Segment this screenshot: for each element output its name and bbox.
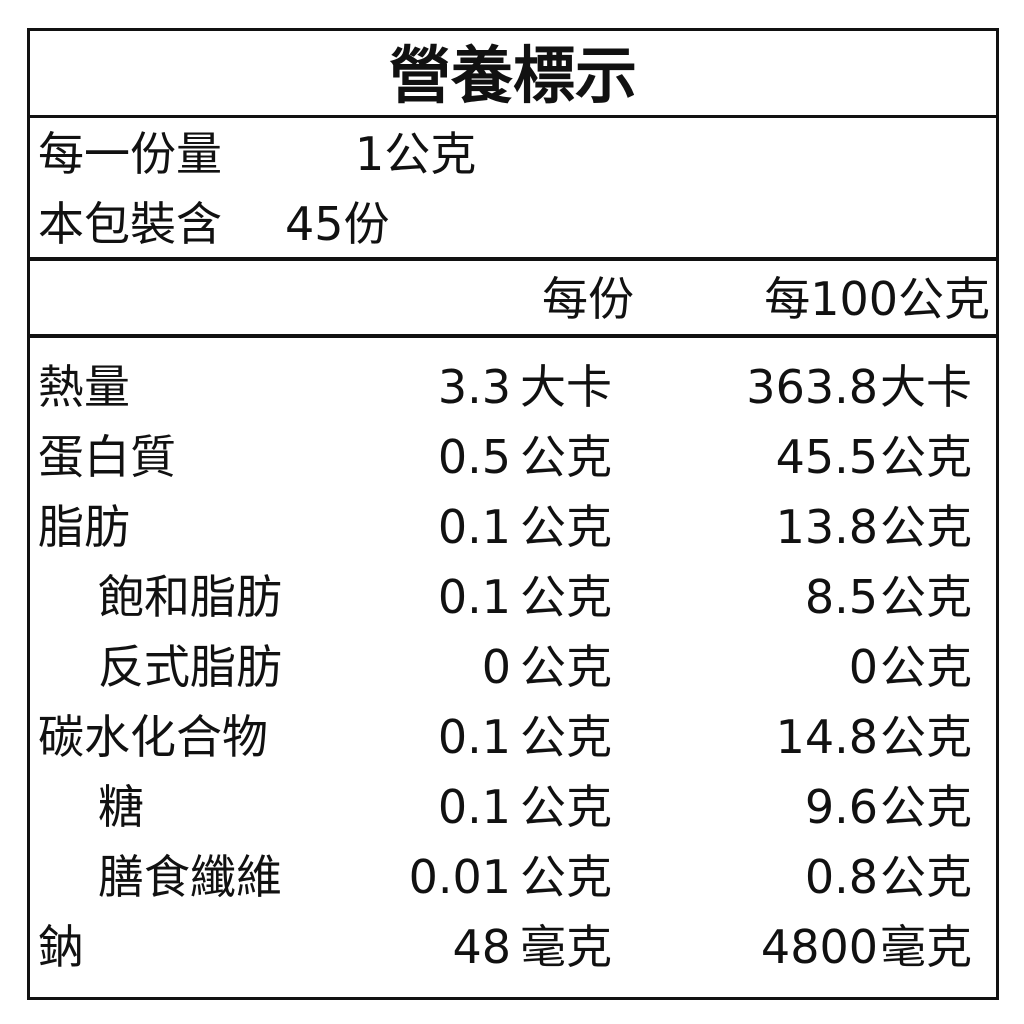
nutrient-name: 飽和脂肪 — [98, 570, 282, 624]
nutrient-name: 糖 — [98, 780, 144, 834]
nutrient-name: 膳食纖維 — [98, 850, 282, 904]
nutrient-name: 熱量 — [38, 360, 130, 414]
per-serving-unit: 公克 — [520, 780, 612, 834]
per-100g-value: 14.8 — [775, 710, 878, 764]
per-100g-unit: 公克 — [880, 430, 972, 484]
per-100g-unit: 公克 — [880, 710, 972, 764]
per-serving-unit: 大卡 — [520, 360, 612, 414]
nutrient-name: 脂肪 — [38, 500, 130, 554]
label-title: 營養標示 — [388, 39, 637, 112]
per-serving-unit: 公克 — [520, 640, 612, 694]
nutrient-name: 碳水化合物 — [38, 710, 268, 764]
nutrient-name: 反式脂肪 — [98, 640, 282, 694]
per-100g-unit: 公克 — [880, 570, 972, 624]
per-serving-unit: 公克 — [520, 570, 612, 624]
per-100g-value: 4800 — [760, 920, 878, 974]
per-100g-unit: 公克 — [880, 780, 972, 834]
per-100g-value: 0.8 — [804, 850, 878, 904]
per-100g-value: 13.8 — [775, 500, 878, 554]
divider — [30, 257, 996, 261]
per-100g-unit: 大卡 — [880, 360, 972, 414]
per-serving-value: 0.1 — [437, 500, 511, 554]
header-per-100g: 每100公克 — [764, 272, 990, 326]
per-100g-unit: 公克 — [880, 500, 972, 554]
divider — [30, 334, 996, 338]
per-100g-value: 363.8 — [746, 360, 878, 414]
serving-size-label: 每一份量 — [38, 127, 222, 181]
per-serving-value: 0.1 — [437, 710, 511, 764]
per-serving-unit: 毫克 — [520, 920, 612, 974]
header-per-serving: 每份 — [542, 272, 634, 326]
per-serving-value: 0.1 — [437, 570, 511, 624]
per-serving-value: 3.3 — [437, 360, 511, 414]
divider — [30, 115, 996, 118]
nutrition-label: 營養標示 每一份量 1公克 本包裝含 45份 每份 每100公克 熱量 3.3 大卡… — [27, 28, 999, 1000]
per-100g-value: 9.6 — [804, 780, 878, 834]
nutrient-name: 鈉 — [38, 920, 84, 974]
servings-label: 本包裝含 — [38, 197, 222, 251]
per-serving-value: 0.1 — [437, 780, 511, 834]
per-serving-value: 48 — [452, 920, 511, 974]
per-serving-value: 0.5 — [437, 430, 511, 484]
serving-size-value: 1公克 — [355, 127, 477, 181]
per-serving-value: 0.01 — [408, 850, 511, 904]
nutrient-name: 蛋白質 — [38, 430, 176, 484]
per-serving-unit: 公克 — [520, 500, 612, 554]
per-serving-unit: 公克 — [520, 430, 612, 484]
per-100g-unit: 公克 — [880, 850, 972, 904]
per-100g-value: 45.5 — [775, 430, 878, 484]
per-serving-unit: 公克 — [520, 850, 612, 904]
per-serving-unit: 公克 — [520, 710, 612, 764]
per-serving-value: 0 — [481, 640, 511, 694]
per-100g-unit: 毫克 — [880, 920, 972, 974]
per-100g-value: 0 — [848, 640, 878, 694]
servings-value: 45份 — [285, 197, 390, 251]
per-100g-value: 8.5 — [804, 570, 878, 624]
per-100g-unit: 公克 — [880, 640, 972, 694]
